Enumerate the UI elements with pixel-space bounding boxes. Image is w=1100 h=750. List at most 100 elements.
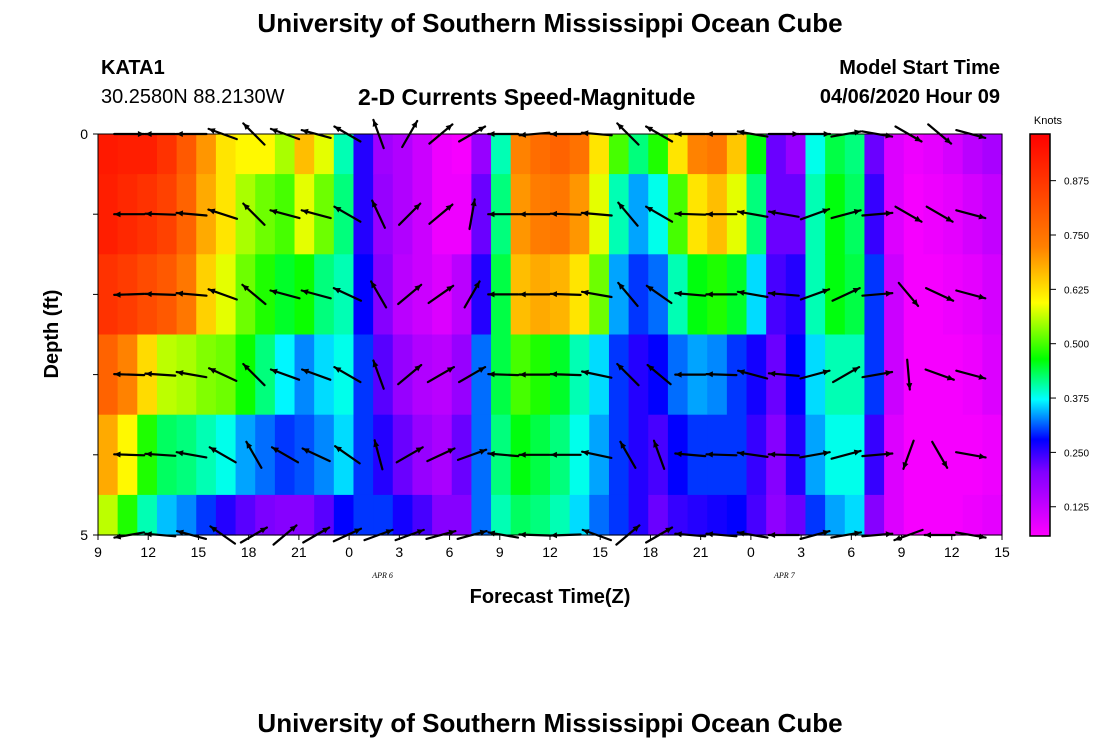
current-arrow <box>549 451 582 458</box>
heatmap-cell <box>255 334 276 416</box>
current-arrow <box>767 290 800 297</box>
x-tick-label: 21 <box>693 544 709 560</box>
heatmap-cell <box>923 174 944 255</box>
current-arrow <box>799 208 831 221</box>
heatmap-cell <box>373 334 394 416</box>
current-arrow <box>674 451 707 458</box>
heatmap-cell <box>746 494 767 536</box>
current-arrow <box>924 368 955 381</box>
heatmap-cell <box>432 494 453 536</box>
heatmap-cell <box>943 174 964 255</box>
colorbar-tick-label: 0.625 <box>1064 285 1089 296</box>
current-arrow <box>736 450 769 458</box>
current-arrow <box>931 440 949 469</box>
current-arrow <box>245 440 263 469</box>
heatmap-cell <box>451 334 472 416</box>
x-tick-label: 9 <box>898 544 906 560</box>
heatmap-cell <box>864 134 885 175</box>
current-arrow <box>580 289 613 299</box>
heatmap-cell <box>451 494 472 536</box>
heatmap-cell <box>923 254 944 336</box>
current-arrow <box>370 280 388 309</box>
current-arrow <box>301 368 332 381</box>
heatmap-cell <box>608 414 630 496</box>
heatmap-cell <box>903 134 924 175</box>
current-arrow <box>269 289 301 300</box>
current-arrow <box>897 281 920 307</box>
heatmap-cell <box>943 414 964 496</box>
heatmap-cell <box>196 494 217 536</box>
current-arrow <box>831 366 861 384</box>
heatmap-cell <box>982 134 1003 175</box>
y-axis-label: Depth (ft) <box>41 290 63 379</box>
current-arrow <box>674 210 707 217</box>
x-tick-label: 6 <box>446 544 454 560</box>
current-arrow <box>925 205 954 223</box>
heatmap-cell <box>412 134 433 175</box>
current-arrow <box>705 211 738 218</box>
heatmap-cell <box>569 494 590 536</box>
date-label: APR 7 <box>773 571 796 580</box>
colorbar-unit-label: Knots <box>1034 115 1063 127</box>
heatmap-cell <box>471 494 492 536</box>
current-arrow <box>799 450 831 459</box>
current-arrow <box>619 440 637 469</box>
heatmap-cell <box>274 134 296 175</box>
current-arrow <box>300 209 332 220</box>
heatmap-cell <box>825 254 846 336</box>
heatmap-cell <box>825 334 846 416</box>
heatmap-cell <box>884 254 905 336</box>
heatmap-cell <box>314 494 335 536</box>
heatmap-cell <box>628 134 649 175</box>
heatmap-cell <box>962 494 983 536</box>
heatmap-cell <box>314 134 335 175</box>
heatmap-cell <box>176 334 197 416</box>
heatmap-cell <box>294 174 315 255</box>
heatmap-cell <box>628 494 649 536</box>
heatmap-cell <box>412 414 433 496</box>
heatmap-cell <box>353 134 374 175</box>
heatmap-cell <box>766 174 787 255</box>
heatmap-cell <box>98 254 119 336</box>
heatmap-cell <box>235 494 256 536</box>
heatmap-cell <box>628 254 649 336</box>
current-arrow <box>487 451 520 458</box>
heatmap-cell <box>333 254 355 336</box>
heatmap-cell <box>530 494 551 536</box>
heatmap-cell <box>785 174 807 255</box>
heatmap-cell <box>569 134 590 175</box>
heatmap-cell <box>825 174 846 255</box>
current-arrow <box>799 288 831 301</box>
current-arrow <box>736 209 769 218</box>
heatmap-cell <box>510 134 531 175</box>
heatmap-cell <box>667 134 689 175</box>
heatmap-cell <box>943 254 964 336</box>
heatmap-cell <box>373 494 394 536</box>
heatmap-cell <box>392 134 414 175</box>
current-arrow <box>767 451 800 458</box>
heatmap-cell <box>884 414 905 496</box>
current-arrow <box>371 199 386 229</box>
current-arrow <box>902 439 915 470</box>
heatmap-cell <box>608 334 630 416</box>
x-tick-label: 9 <box>94 544 102 560</box>
heatmap-cell <box>294 414 315 496</box>
heatmap-cell <box>530 134 551 175</box>
current-arrow <box>674 290 707 297</box>
heatmap-cell <box>844 414 866 496</box>
heatmap-cell <box>98 494 119 536</box>
heatmap-cell <box>196 334 217 416</box>
current-arrow <box>428 203 454 225</box>
current-arrow <box>617 281 639 307</box>
heatmap-cell <box>255 494 276 536</box>
heatmap-cell <box>215 134 237 175</box>
current-arrow <box>468 198 477 231</box>
current-arrow <box>955 289 987 300</box>
heatmap-cell <box>550 134 571 175</box>
current-arrow <box>372 359 385 390</box>
current-arrow <box>955 369 987 380</box>
x-tick-label: 12 <box>140 544 156 560</box>
heatmap-cell <box>884 174 905 255</box>
heatmap-cell <box>844 174 866 255</box>
current-arrow <box>144 451 177 458</box>
